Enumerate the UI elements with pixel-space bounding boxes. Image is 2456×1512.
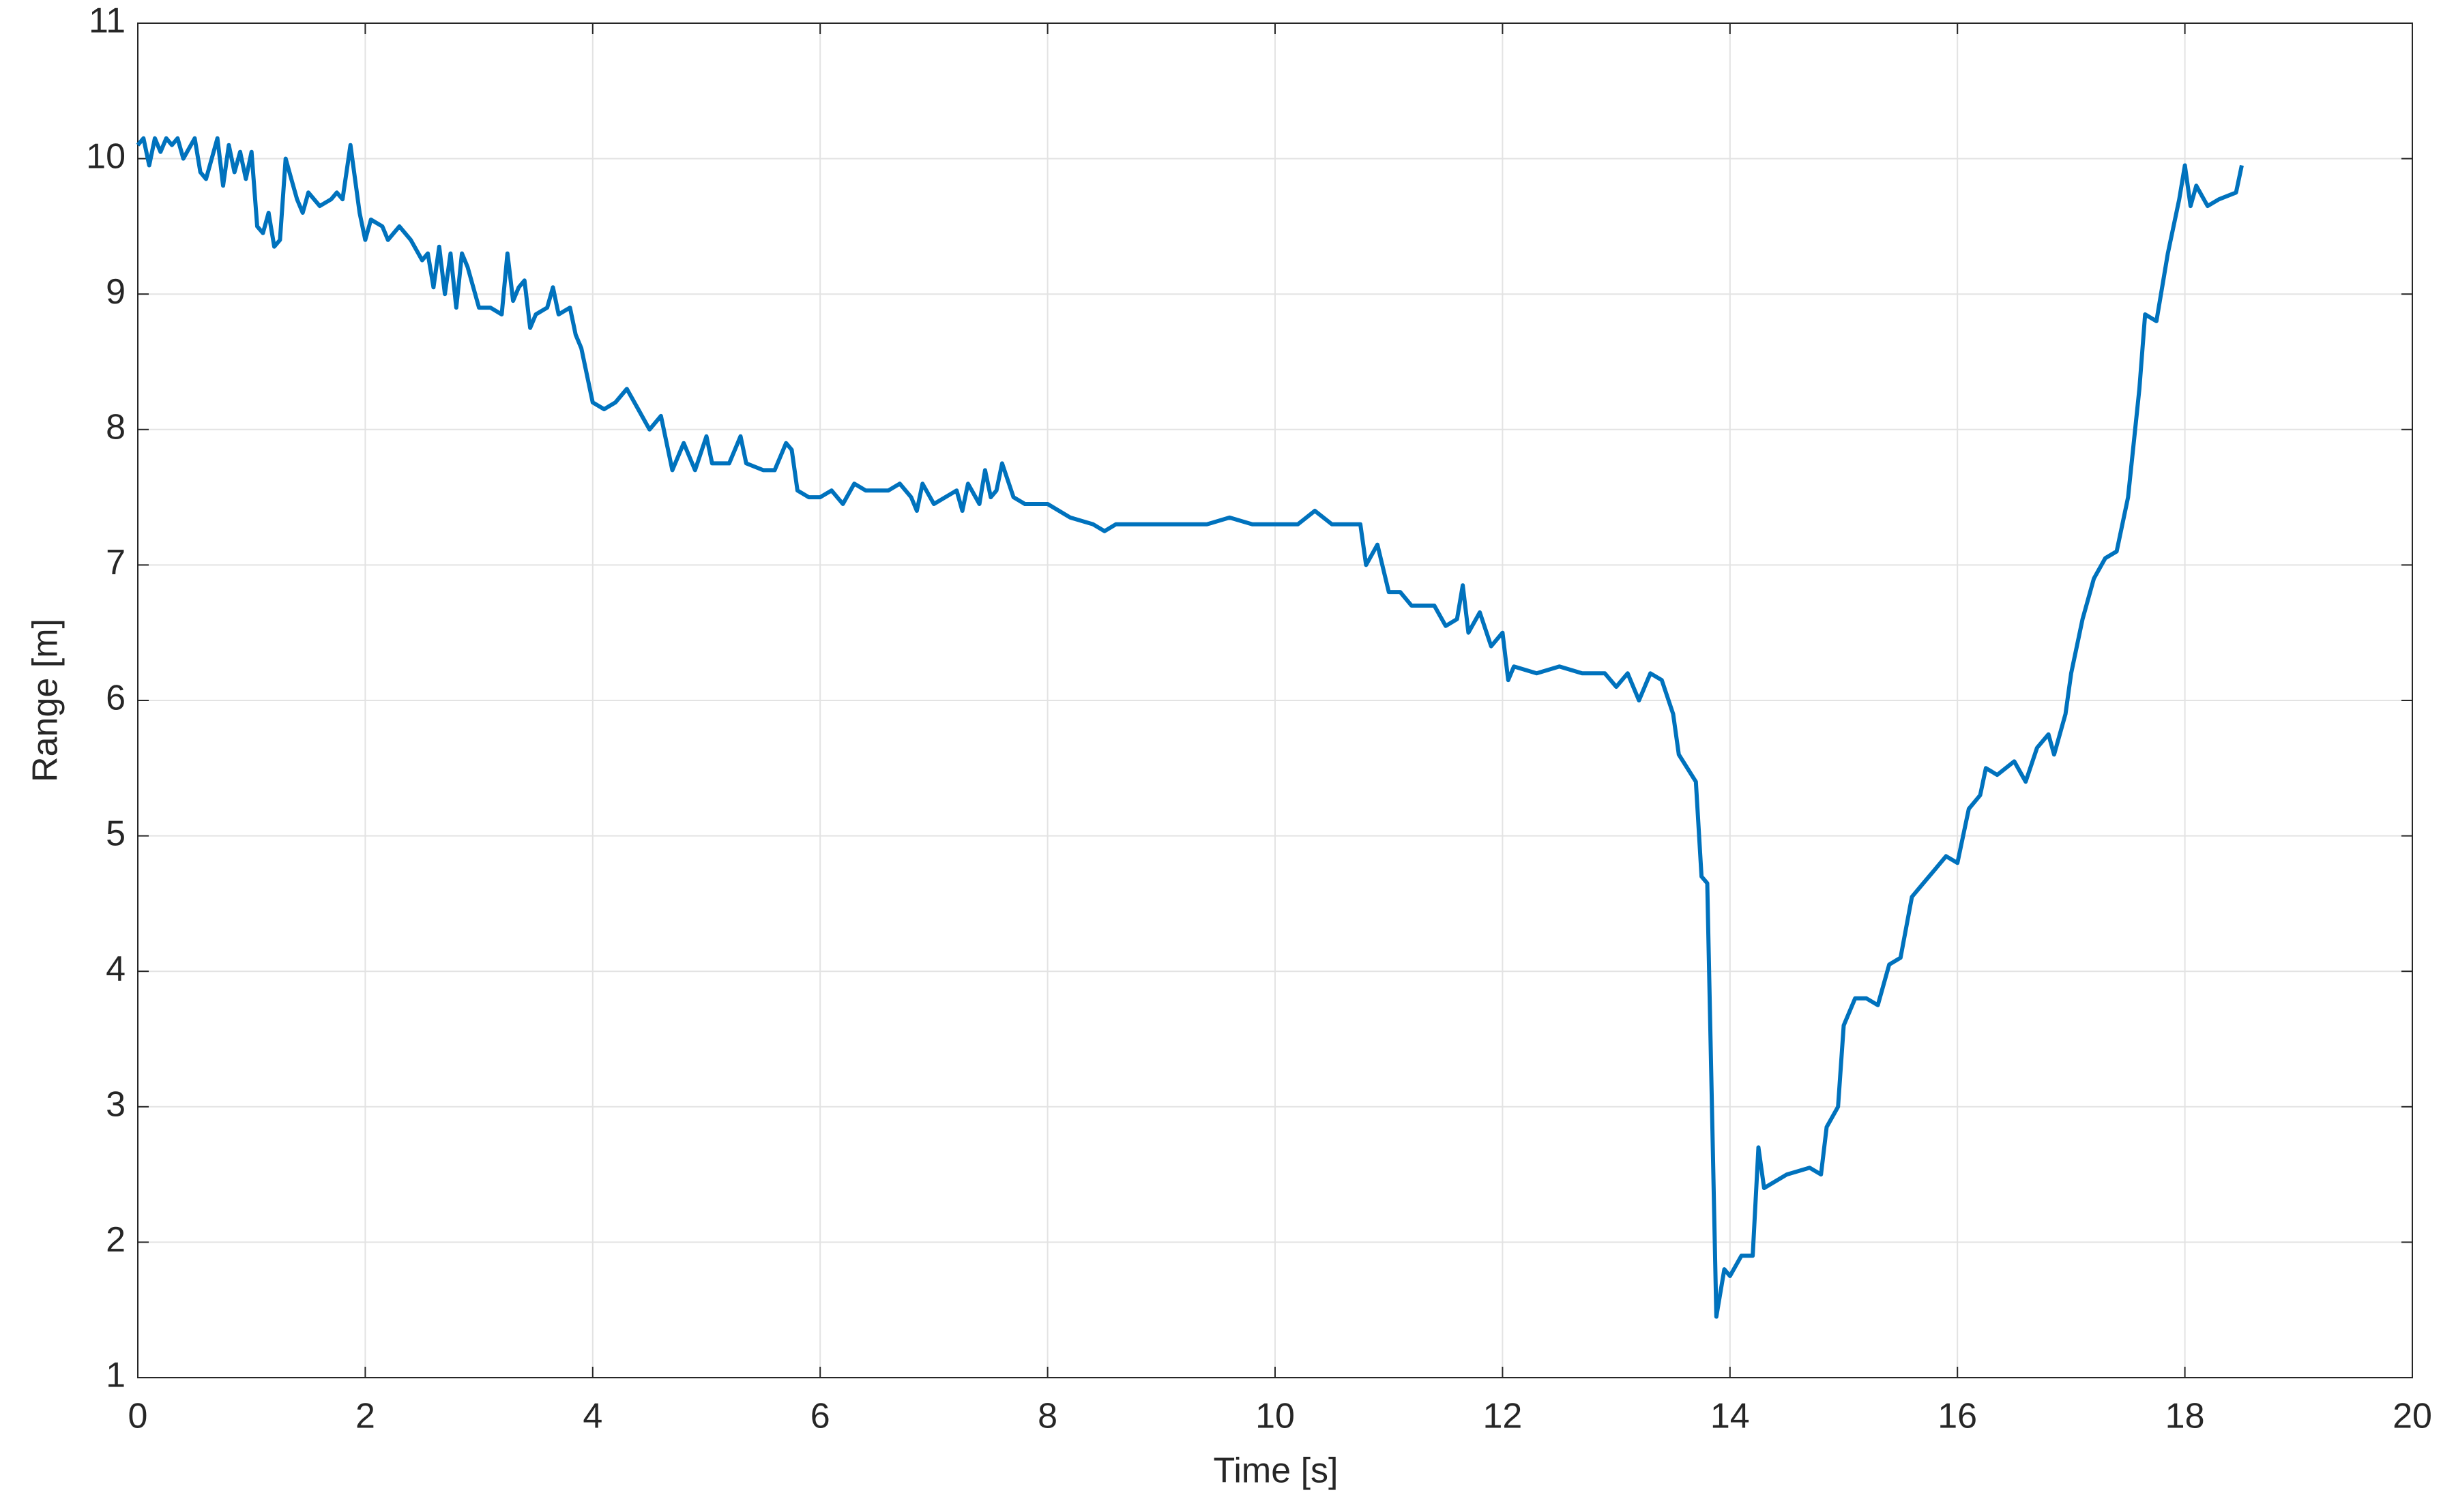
x-tick-label: 14 [1710,1397,1750,1436]
y-tick-label: 4 [106,949,126,989]
x-tick-label: 0 [128,1397,148,1436]
x-tick-label: 4 [583,1397,602,1436]
y-tick-label: 7 [106,543,126,582]
y-axis-label: Range [m] [26,619,65,782]
x-tick-label: 10 [1255,1397,1295,1436]
y-tick-label: 8 [106,408,126,447]
y-tick-label: 2 [106,1220,126,1260]
y-tick-label: 9 [106,272,126,312]
y-tick-label: 6 [106,679,126,718]
y-tick-label: 11 [89,1,126,41]
data-line [136,136,2244,1319]
x-tick-label: 18 [2165,1397,2205,1436]
x-tick-label: 2 [355,1397,375,1436]
y-tick-label: 10 [86,136,126,176]
plot-frame [137,23,2413,1378]
y-tick-label: 3 [106,1085,126,1125]
y-tick-label: 1 [106,1356,126,1395]
y-tick-label: 5 [106,814,126,853]
x-tick-label: 20 [2393,1397,2432,1436]
x-tick-label: 16 [1938,1397,1977,1436]
x-axis-label: Time [s] [1214,1451,1339,1491]
x-tick-label: 8 [1038,1397,1057,1436]
x-tick-label: 12 [1482,1397,1522,1436]
x-tick-label: 6 [810,1397,830,1436]
